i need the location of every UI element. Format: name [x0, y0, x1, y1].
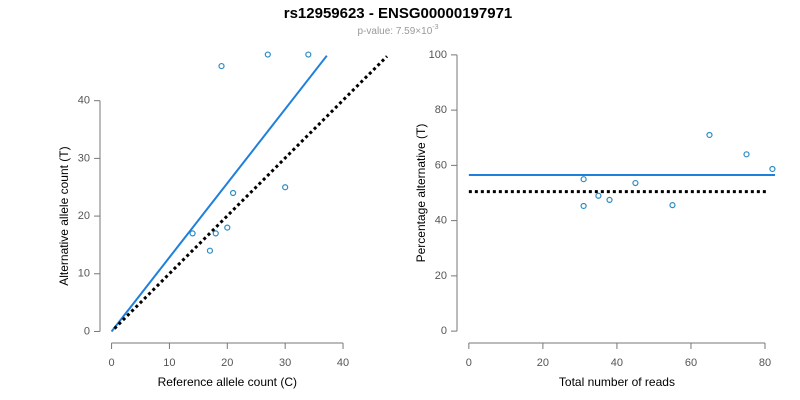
y-tick-label: 40 — [435, 215, 447, 227]
x-tick-label: 0 — [466, 357, 472, 369]
point — [580, 202, 587, 210]
point — [769, 165, 776, 173]
y-tick-label: 20 — [435, 270, 447, 282]
y-tick-label: 100 — [429, 49, 447, 61]
y-tick-label: 10 — [78, 268, 90, 280]
point — [580, 176, 587, 183]
point — [218, 62, 225, 70]
y-tick-label: 60 — [435, 159, 447, 171]
x-axis-title: Reference allele count (C) — [158, 375, 297, 389]
subtitle-exponent: -3 — [432, 24, 438, 31]
point — [206, 247, 214, 254]
chart-title: rs12959623 - ENSG00000197971 — [284, 5, 513, 22]
point — [743, 151, 750, 158]
fit-line — [110, 55, 328, 333]
point — [189, 230, 196, 237]
point — [212, 230, 219, 237]
y-tick-label: 30 — [78, 152, 90, 164]
point — [595, 192, 602, 199]
point — [606, 196, 613, 204]
y-axis-title: Percentage alternative (T) — [414, 124, 428, 263]
point — [305, 51, 312, 58]
y-tick-label: 20 — [78, 210, 90, 222]
x-tick-label: 0 — [109, 357, 115, 369]
x-tick-label: 80 — [759, 357, 771, 369]
x-tick-label: 20 — [221, 357, 233, 369]
subtitle: p-value: 7.59×10-3 — [357, 24, 438, 37]
point — [706, 131, 713, 139]
fit-line — [113, 55, 389, 330]
x-tick-label: 10 — [163, 357, 175, 369]
x-axis-title: Total number of reads — [559, 375, 675, 389]
x-tick-label: 30 — [279, 357, 291, 369]
y-tick-label: 0 — [84, 325, 90, 337]
x-tick-label: 60 — [685, 357, 697, 369]
point — [264, 51, 271, 58]
y-axis-title: Alternative allele count (T) — [57, 146, 71, 285]
y-tick-label: 40 — [78, 95, 90, 107]
point — [669, 202, 676, 209]
y-tick-label: 80 — [435, 104, 447, 116]
point — [632, 179, 639, 187]
point — [282, 184, 289, 191]
point — [229, 189, 237, 197]
point — [224, 224, 231, 231]
y-tick-label: 0 — [441, 325, 447, 337]
x-tick-label: 40 — [337, 357, 349, 369]
x-tick-label: 40 — [611, 357, 623, 369]
subtitle-text: p-value: 7.59×10 — [357, 26, 432, 37]
x-tick-label: 20 — [537, 357, 549, 369]
